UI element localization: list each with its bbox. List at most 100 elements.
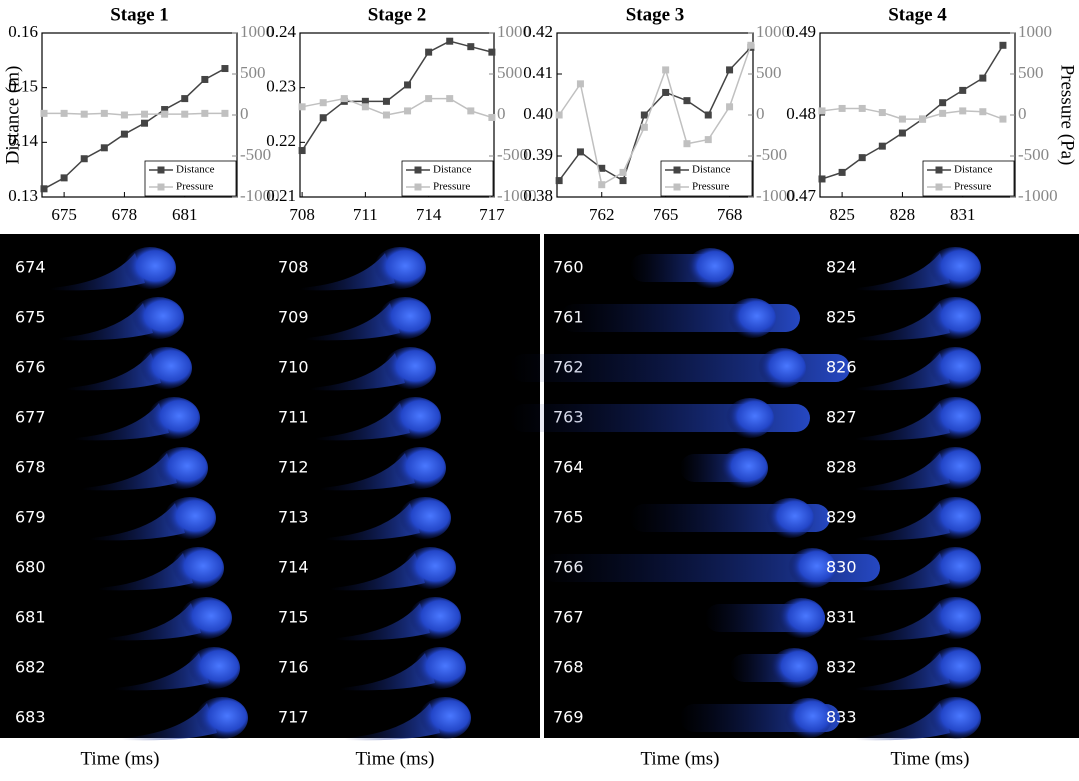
point bbox=[619, 168, 627, 176]
spray-tail bbox=[122, 703, 217, 741]
point bbox=[446, 37, 454, 45]
spray-tail bbox=[82, 453, 177, 491]
y-tick-label: 0.13 bbox=[8, 186, 38, 205]
x-tick-label: 708 bbox=[289, 205, 315, 224]
point bbox=[704, 136, 712, 144]
point bbox=[662, 88, 670, 96]
spray-tail bbox=[340, 653, 435, 691]
point bbox=[939, 109, 947, 117]
point bbox=[619, 177, 627, 185]
spray-head bbox=[379, 297, 431, 339]
point bbox=[404, 107, 412, 115]
legend-label: Distance bbox=[433, 164, 472, 176]
point bbox=[838, 168, 846, 176]
frame-label: 679 bbox=[15, 508, 46, 527]
point bbox=[298, 147, 306, 155]
y2-tick-label: 0 bbox=[1018, 104, 1027, 123]
spray-head bbox=[180, 597, 232, 639]
y-tick-label: 0.49 bbox=[786, 22, 816, 41]
y-tick-label: 0.16 bbox=[8, 22, 38, 41]
y2-tick-label: 0 bbox=[240, 104, 249, 123]
point bbox=[488, 48, 496, 56]
point bbox=[488, 113, 496, 121]
frame-label: 682 bbox=[15, 658, 46, 677]
point bbox=[726, 66, 734, 74]
spray-tail bbox=[325, 503, 420, 541]
point bbox=[818, 175, 826, 183]
x-axis-label: Time (ms) bbox=[640, 748, 719, 769]
point bbox=[747, 41, 755, 49]
point bbox=[446, 95, 454, 103]
y2-tick-label: -500 bbox=[240, 145, 271, 164]
point bbox=[704, 111, 712, 119]
spray-head bbox=[140, 347, 192, 389]
spray-tail bbox=[305, 303, 400, 341]
x-tick-label: 828 bbox=[890, 205, 916, 224]
x-tick-label: 711 bbox=[353, 205, 378, 224]
spray-head bbox=[389, 397, 441, 439]
spray-head bbox=[929, 597, 981, 639]
y2-tick-label: 500 bbox=[1018, 63, 1044, 82]
chart-title: Stage 1 bbox=[110, 4, 169, 25]
y-tick-label: 0.41 bbox=[523, 63, 553, 82]
spray-head bbox=[929, 697, 981, 739]
frame-label: 824 bbox=[826, 258, 857, 277]
spray-head bbox=[728, 298, 776, 338]
frame-label: 760 bbox=[553, 258, 584, 277]
series-line bbox=[821, 107, 1004, 120]
point bbox=[898, 129, 906, 137]
frame-label: 678 bbox=[15, 458, 46, 477]
y-tick-label: 0.38 bbox=[523, 186, 553, 205]
point bbox=[298, 103, 306, 111]
y2-tick-label: -500 bbox=[497, 145, 528, 164]
x-tick-label: 678 bbox=[112, 205, 138, 224]
point bbox=[120, 111, 128, 119]
spray-head bbox=[404, 547, 456, 589]
y2-tick-label: -500 bbox=[1018, 145, 1049, 164]
point bbox=[425, 95, 433, 103]
point bbox=[382, 97, 390, 105]
point bbox=[959, 107, 967, 115]
frame-label: 680 bbox=[15, 558, 46, 577]
spray-tail bbox=[50, 253, 145, 291]
spray-head bbox=[929, 447, 981, 489]
point bbox=[858, 154, 866, 162]
spray-head bbox=[929, 297, 981, 339]
spray-head bbox=[196, 697, 248, 739]
legend-label: Distance bbox=[954, 164, 993, 176]
point bbox=[161, 106, 169, 114]
spray-tail bbox=[855, 353, 950, 391]
x-axis-label: Time (ms) bbox=[890, 748, 969, 769]
y-axis-label: Distance (m) bbox=[2, 66, 23, 165]
point bbox=[221, 65, 229, 73]
spray-head bbox=[788, 548, 836, 588]
frame-label: 717 bbox=[278, 708, 309, 727]
frame-label: 709 bbox=[278, 308, 309, 327]
spray-head bbox=[929, 397, 981, 439]
spray-head bbox=[156, 447, 208, 489]
spray-head bbox=[929, 647, 981, 689]
y2-tick-label: -1000 bbox=[756, 186, 796, 205]
spray-head bbox=[766, 498, 814, 538]
y-tick-label: 0.48 bbox=[786, 104, 816, 123]
frame-label: 677 bbox=[15, 408, 46, 427]
y-tick-label: 0.23 bbox=[266, 77, 296, 96]
series-line bbox=[821, 44, 1004, 180]
point bbox=[425, 48, 433, 56]
point bbox=[141, 119, 149, 127]
legend-marker bbox=[157, 183, 165, 191]
y2-tick-label: -500 bbox=[756, 145, 787, 164]
y-tick-label: 0.22 bbox=[266, 131, 296, 150]
frame-label: 714 bbox=[278, 558, 309, 577]
point bbox=[40, 109, 48, 117]
y-tick-label: 0.40 bbox=[523, 104, 553, 123]
spray-tail bbox=[335, 603, 430, 641]
spray-tail bbox=[855, 403, 950, 441]
point bbox=[404, 81, 412, 89]
frame-label: 832 bbox=[826, 658, 857, 677]
point bbox=[80, 155, 88, 163]
point bbox=[361, 103, 369, 111]
point bbox=[60, 109, 68, 117]
spray-tail bbox=[345, 703, 440, 741]
point bbox=[467, 43, 475, 51]
